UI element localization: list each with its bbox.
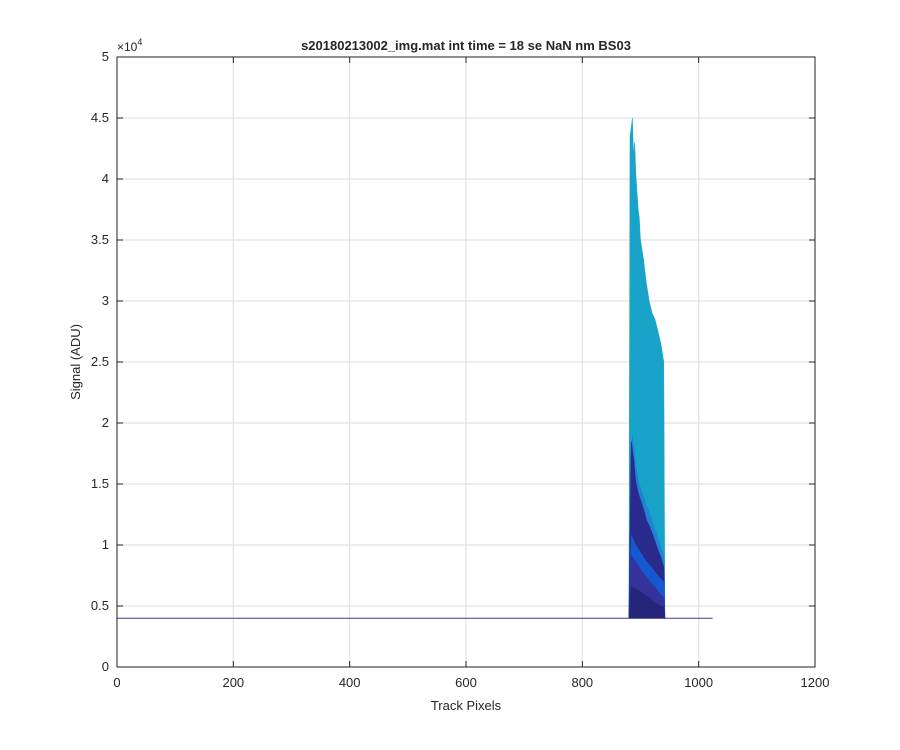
y-tick-label: 3.5 bbox=[91, 232, 109, 247]
x-tick-label: 800 bbox=[571, 675, 593, 690]
x-tick-label: 0 bbox=[113, 675, 120, 690]
y-axis-exponent-power: 4 bbox=[137, 37, 142, 47]
y-tick-label: 1.5 bbox=[91, 476, 109, 491]
y-tick-label: 2 bbox=[102, 415, 109, 430]
x-axis-label: Track Pixels bbox=[431, 698, 502, 713]
y-axis-label: Signal (ADU) bbox=[68, 324, 83, 400]
chart-title: s20180213002_img.mat int time = 18 se Na… bbox=[301, 38, 631, 53]
x-tick-label: 1200 bbox=[801, 675, 830, 690]
axes: 0 200 400 600 800 1000 1200 0 0.5 1 1.5 2 2.5 3 3.5 4 4.… bbox=[91, 49, 830, 690]
x-tick-label: 400 bbox=[339, 675, 361, 690]
y-axis-exponent: ×104 bbox=[117, 37, 142, 54]
signal-area-6 bbox=[628, 586, 666, 619]
y-tick-label: 0.5 bbox=[91, 598, 109, 613]
x-tick-label: 600 bbox=[455, 675, 477, 690]
plot-area bbox=[117, 117, 713, 619]
y-axis-exponent-base: ×10 bbox=[117, 40, 138, 54]
y-tick-label: 0 bbox=[102, 659, 109, 674]
x-tick-label: 200 bbox=[222, 675, 244, 690]
y-tick-label: 4.5 bbox=[91, 110, 109, 125]
y-tick-label: 4 bbox=[102, 171, 109, 186]
y-tick-label: 5 bbox=[102, 49, 109, 64]
y-tick-label: 2.5 bbox=[91, 354, 109, 369]
x-tick-label: 1000 bbox=[684, 675, 713, 690]
y-tick-label: 3 bbox=[102, 293, 109, 308]
y-tick-label: 1 bbox=[102, 537, 109, 552]
